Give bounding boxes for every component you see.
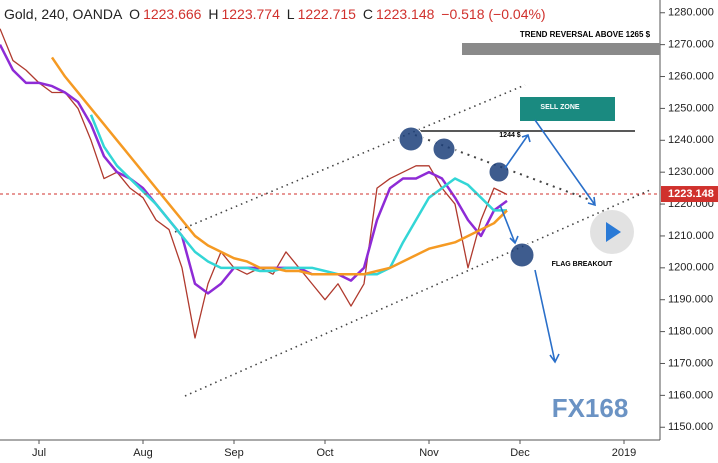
trend-box [462,43,660,55]
y-tick-label: 1190.000 [668,294,713,306]
drawings [174,43,660,397]
price-axis-bg [660,0,718,463]
x-tick-label: 2019 [612,447,636,459]
ohlc-value: 1222.715 [297,6,356,22]
series-line [50,56,508,276]
header: Gold, 240, OANDA O 1223.666 H 1223.774 L 12… [4,6,549,22]
change: −0.518 (−0.04%) [441,6,546,22]
x-tick-label: Dec [510,447,530,459]
symbol: Gold, 240, OANDA [4,6,123,22]
ohlc-label: O [129,6,141,22]
y-tick-label: 1270.000 [668,39,714,51]
last-price-label: 1223.148 [668,188,714,200]
series-line [0,44,508,295]
y-tick-label: 1200.000 [668,262,714,274]
ohlc-value: 1223.148 [376,6,435,22]
lower-channel [184,189,651,397]
arrow [534,269,560,364]
series-line [0,28,508,339]
marker-circle [398,126,424,152]
arrow [504,133,531,169]
x-tick-label: Jul [32,447,46,459]
marker-circle [488,161,510,183]
arrow [499,204,519,245]
x-tick-label: Oct [316,447,333,459]
annotation: TREND REVERSAL ABOVE 1265 $ [520,30,651,39]
y-tick-label: 1250.000 [668,102,714,114]
arrow [534,119,596,207]
y-tick-label: 1180.000 [668,326,713,338]
flag-line [414,134,591,201]
ohlc-value: 1223.774 [221,6,280,22]
y-tick-label: 1230.000 [668,166,714,178]
sell-zone-box [520,97,615,121]
y-tick-label: 1240.000 [668,134,714,146]
y-tick-label: 1160.000 [668,389,713,401]
x-tick-label: Aug [133,447,153,459]
x-tick-label: Sep [224,447,244,459]
x-tick-label: Nov [419,447,439,459]
upper-channel [174,84,526,233]
annotation: FLAG BREAKOUT [552,261,613,268]
logo: FX168 [552,393,629,423]
marker-circle [432,137,456,161]
ohlc-label: C [362,6,373,22]
y-tick-label: 1210.000 [668,230,714,242]
annotation: SELL ZONE [540,104,579,111]
y-tick-label: 1280.000 [668,7,714,19]
y-tick-label: 1170.000 [668,357,713,369]
ohlc-value: 1223.666 [143,6,202,22]
series-line [89,114,507,276]
marker-circle [509,242,535,268]
ohlc-label: H [208,6,219,22]
annotation: 1244 $ [499,132,521,139]
y-tick-label: 1260.000 [668,70,714,82]
last-price-box [661,186,718,203]
play-icon [606,222,621,242]
ohlc-label: L [286,6,295,22]
y-tick-label: 1150.000 [668,421,713,433]
